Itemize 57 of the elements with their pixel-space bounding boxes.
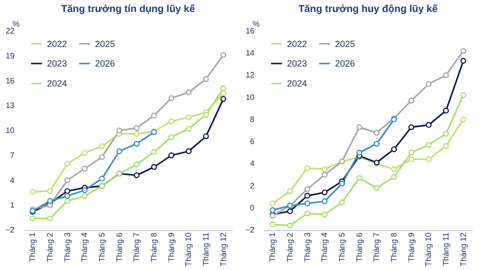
x-tick-label: Tháng 11	[442, 232, 450, 266]
x-tick-label: Tháng 3	[62, 232, 72, 262]
x-tick-label: Tháng 5	[98, 232, 106, 262]
legend-label: 2022	[287, 38, 308, 49]
x-tick-label: Tháng 4	[320, 232, 330, 262]
x-tick-label: Tháng 1	[268, 232, 278, 262]
x-tick-label: Tháng 11	[202, 232, 210, 266]
x-tick-label: Tháng 12	[458, 232, 468, 266]
x-tick-label: Tháng 10	[424, 232, 434, 266]
legend-label: 2026	[95, 58, 116, 68]
x-tick-label: Tháng 5	[338, 232, 346, 262]
x-tick-label: Tháng 2	[286, 232, 294, 262]
legend-label: 2022	[47, 38, 68, 49]
x-tick-label: Tháng 6	[354, 232, 364, 262]
legend-label: 2023	[287, 58, 308, 68]
x-tick-label: Tháng 7	[132, 232, 142, 262]
legend-label: 2024	[47, 78, 68, 88]
x-tick-label: Tháng 3	[302, 232, 312, 262]
y-tick-label: 14	[246, 48, 256, 58]
y-tick-label: 19	[6, 51, 16, 60]
x-tick-label: Tháng 7	[372, 232, 382, 262]
y-tick-label: 0	[250, 203, 256, 212]
y-tick-label: 16	[6, 76, 16, 86]
y-tick-label: 22	[6, 26, 16, 36]
x-tick-label: Tháng 9	[166, 232, 176, 262]
y-tick-label: −2	[5, 226, 16, 234]
x-tick-label: Tháng 4	[80, 232, 90, 262]
x-tick-label: Tháng 12	[218, 232, 228, 266]
chart-title: Tăng trưởng huy động lũy kế	[298, 4, 438, 15]
y-tick-label: 1	[10, 200, 16, 210]
y-tick-label: 10	[246, 92, 256, 102]
x-tick-label: Tháng 8	[390, 232, 398, 262]
x-tick-label: Tháng 2	[46, 232, 54, 262]
legend-label: 2024	[287, 78, 308, 88]
y-tick-label: 2	[250, 181, 256, 190]
y-tick-label: −2	[245, 226, 256, 234]
legend-label: 2023	[47, 58, 68, 68]
y-tick-label: 10	[6, 126, 16, 135]
legend-label: 2025	[335, 38, 356, 49]
y-tick-label: 12	[246, 70, 256, 80]
chart-title: Tăng trưởng tín dụng lũy kế	[61, 4, 196, 15]
x-tick-label: Tháng 6	[114, 232, 124, 262]
y-tick-label: 4	[250, 159, 256, 168]
y-tick-label: 4	[10, 176, 16, 185]
x-tick-label: Tháng 1	[28, 232, 38, 262]
y-axis-title: %	[252, 20, 260, 28]
legend-label: 2025	[95, 38, 116, 49]
legend-label: 2026	[335, 58, 356, 68]
x-tick-label: Tháng 9	[406, 232, 416, 262]
y-tick-label: 8	[250, 114, 256, 124]
x-tick-label: Tháng 8	[150, 232, 158, 262]
y-tick-label: 16	[246, 26, 256, 36]
y-tick-label: 13	[6, 101, 16, 110]
x-tick-label: Tháng 10	[184, 232, 194, 266]
y-tick-label: 7	[10, 150, 16, 160]
y-tick-label: 6	[250, 137, 256, 146]
y-axis-title: %	[12, 20, 20, 28]
